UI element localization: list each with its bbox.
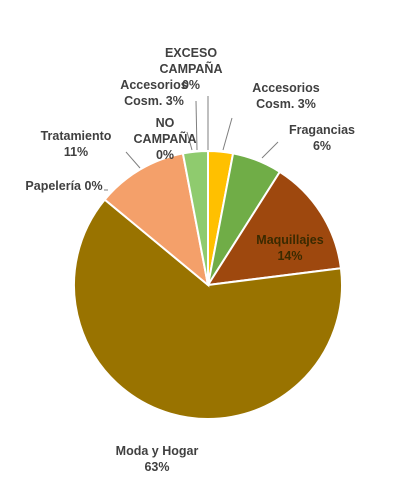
data-label-accesorios-cosm-0: Accesorios Cosm. 3% xyxy=(252,81,319,111)
data-label-fragancias-1: Fragancias 6% xyxy=(289,123,355,153)
data-label-accesorios-cosm-7: Accesorios Cosm. 3% xyxy=(120,78,187,108)
data-label-moda-y-hogar-3: Moda y Hogar 63% xyxy=(116,444,199,474)
data-labels: Accesorios Cosm. 3% Fragancias 6% Maquillaje… xyxy=(25,46,355,474)
data-label-maquillajes-2: Maquillajes 14% xyxy=(256,233,323,263)
data-label-no-campana-6: NO CAMPAÑA 0% xyxy=(134,116,197,162)
leader-line-accesorios-cosm-0 xyxy=(222,117,233,151)
leader-line-tratamiento-5 xyxy=(125,151,141,169)
pie-slices xyxy=(73,149,343,420)
data-label-exceso-campana-8: EXCESO CAMPAÑA 0% xyxy=(160,46,223,92)
leader-lines xyxy=(104,96,279,191)
pie-slice-tratamiento-5 xyxy=(103,152,210,288)
data-label-papeleria-4: Papelería 0% xyxy=(25,179,102,193)
pie-slice-accesorios-cosm-7 xyxy=(181,149,209,286)
pie-slice-maquillajes-2 xyxy=(206,170,343,287)
data-label-tratamiento-5: Tratamiento 11% xyxy=(41,129,112,159)
leader-line-fragancias-1 xyxy=(261,141,279,159)
pie-slice-moda-y-hogar-3 xyxy=(73,198,343,420)
leader-line-no-campana-6 xyxy=(186,131,193,151)
leader-line-accesorios-cosm-7 xyxy=(195,100,198,151)
